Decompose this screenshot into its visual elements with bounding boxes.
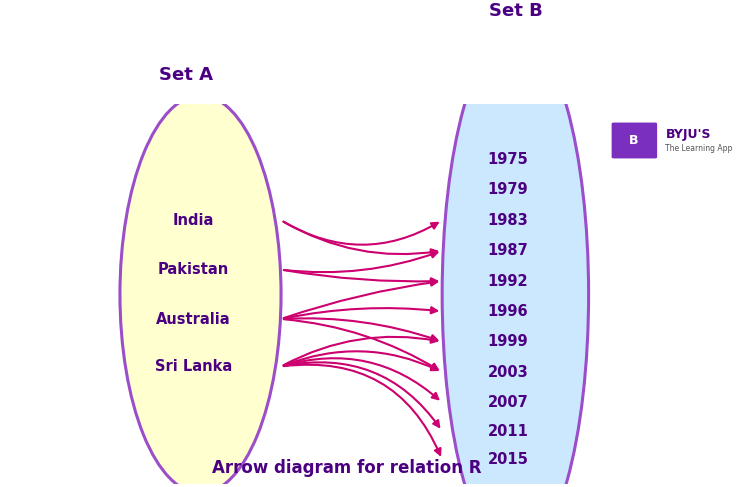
Text: Set B: Set B: [488, 1, 542, 19]
FancyArrowPatch shape: [284, 307, 437, 318]
Text: BYJU'S: BYJU'S: [665, 128, 711, 141]
FancyArrowPatch shape: [284, 351, 437, 370]
FancyBboxPatch shape: [610, 121, 658, 159]
Text: 2015: 2015: [488, 452, 529, 467]
Text: 2007: 2007: [488, 395, 529, 410]
Text: 1996: 1996: [488, 304, 528, 319]
FancyArrowPatch shape: [284, 319, 438, 370]
Text: 2011: 2011: [488, 424, 529, 439]
Text: Pakistan: Pakistan: [158, 262, 229, 277]
Ellipse shape: [442, 31, 589, 487]
FancyArrowPatch shape: [284, 252, 437, 272]
FancyArrowPatch shape: [284, 337, 437, 365]
Text: India: India: [172, 213, 214, 228]
Text: 2003: 2003: [488, 365, 529, 380]
FancyArrowPatch shape: [284, 222, 438, 244]
FancyArrowPatch shape: [284, 318, 437, 341]
FancyArrowPatch shape: [284, 280, 437, 318]
Text: Sri Lanka: Sri Lanka: [154, 359, 232, 374]
Text: 1975: 1975: [488, 152, 529, 167]
Text: 1992: 1992: [488, 274, 528, 288]
Text: 1979: 1979: [488, 182, 528, 197]
Text: Set A: Set A: [159, 66, 213, 84]
Text: B: B: [629, 134, 639, 147]
FancyArrowPatch shape: [284, 362, 440, 427]
Text: The Learning App: The Learning App: [665, 144, 733, 152]
FancyArrowPatch shape: [284, 365, 440, 455]
Text: 1983: 1983: [488, 213, 529, 228]
Text: 1999: 1999: [488, 334, 528, 349]
Ellipse shape: [120, 95, 281, 487]
FancyArrowPatch shape: [284, 358, 438, 399]
Text: 1987: 1987: [488, 243, 529, 258]
FancyArrowPatch shape: [284, 270, 437, 284]
Text: Arrow diagram for relation R: Arrow diagram for relation R: [212, 459, 482, 477]
Text: Australia: Australia: [156, 312, 230, 326]
FancyArrowPatch shape: [284, 222, 437, 255]
